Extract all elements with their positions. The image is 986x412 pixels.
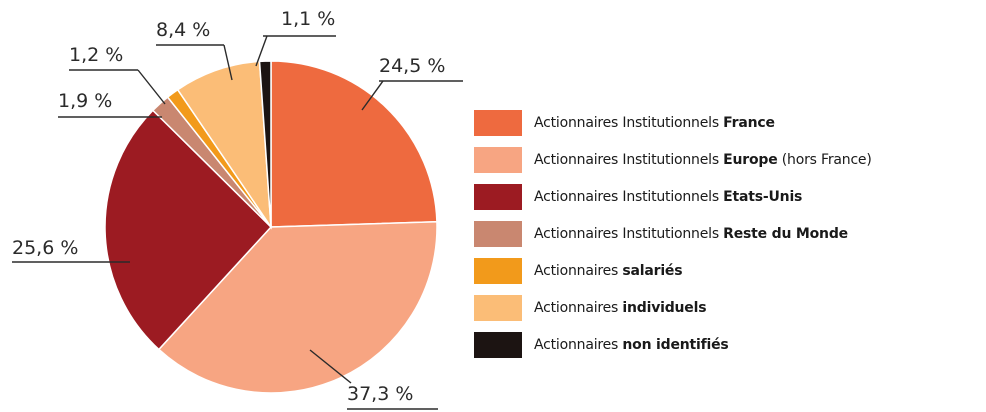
legend-label: Actionnaires individuels <box>534 300 706 316</box>
leader-line-4 <box>138 70 165 104</box>
legend-item-2: Actionnaires Institutionnels Etats-Unis <box>474 178 872 215</box>
legend-label-prefix: Actionnaires <box>534 300 622 316</box>
legend-label-bold: salariés <box>622 263 682 279</box>
legend-label-bold: France <box>723 115 775 131</box>
legend-label: Actionnaires salariés <box>534 263 682 279</box>
data-label-2: 25,6 % <box>12 237 78 259</box>
legend-label: Actionnaires Institutionnels Reste du Mo… <box>534 226 848 242</box>
legend-label-prefix: Actionnaires <box>534 263 622 279</box>
legend-item-0: Actionnaires Institutionnels France <box>474 104 872 141</box>
legend-label-bold: Europe <box>723 152 777 168</box>
legend-swatch <box>474 110 522 136</box>
legend-swatch <box>474 184 522 210</box>
data-label-5: 8,4 % <box>156 19 210 41</box>
legend-label-prefix: Actionnaires Institutionnels <box>534 115 723 131</box>
legend-swatch <box>474 221 522 247</box>
legend-label-prefix: Actionnaires Institutionnels <box>534 152 723 168</box>
legend-label-bold: individuels <box>622 300 706 316</box>
pie-slice-0 <box>271 61 437 227</box>
legend-swatch <box>474 295 522 321</box>
legend-swatch <box>474 332 522 358</box>
legend: Actionnaires Institutionnels France Actio… <box>474 104 872 363</box>
legend-label-bold: Etats-Unis <box>723 189 802 205</box>
legend-item-3: Actionnaires Institutionnels Reste du Mo… <box>474 215 872 252</box>
data-label-3: 1,9 % <box>58 90 112 112</box>
legend-label-suffix: (hors France) <box>778 152 872 168</box>
legend-label: Actionnaires non identifiés <box>534 337 729 353</box>
legend-item-4: Actionnaires salariés <box>474 252 872 289</box>
legend-item-1: Actionnaires Institutionnels Europe (hor… <box>474 141 872 178</box>
data-label-0: 24,5 % <box>379 55 445 77</box>
legend-label-bold: Reste du Monde <box>723 226 848 242</box>
legend-label: Actionnaires Institutionnels Etats-Unis <box>534 189 802 205</box>
legend-item-6: Actionnaires non identifiés <box>474 326 872 363</box>
legend-label-bold: non identifiés <box>622 337 728 353</box>
legend-swatch <box>474 258 522 284</box>
legend-label-prefix: Actionnaires Institutionnels <box>534 226 723 242</box>
legend-label-prefix: Actionnaires Institutionnels <box>534 189 723 205</box>
pie-slices <box>105 61 437 393</box>
legend-label: Actionnaires Institutionnels Europe (hor… <box>534 152 872 168</box>
legend-label: Actionnaires Institutionnels France <box>534 115 775 131</box>
data-label-1: 37,3 % <box>347 383 413 405</box>
legend-label-prefix: Actionnaires <box>534 337 622 353</box>
data-label-6: 1,1 % <box>281 8 335 30</box>
data-label-4: 1,2 % <box>69 44 123 66</box>
legend-swatch <box>474 147 522 173</box>
legend-item-5: Actionnaires individuels <box>474 289 872 326</box>
